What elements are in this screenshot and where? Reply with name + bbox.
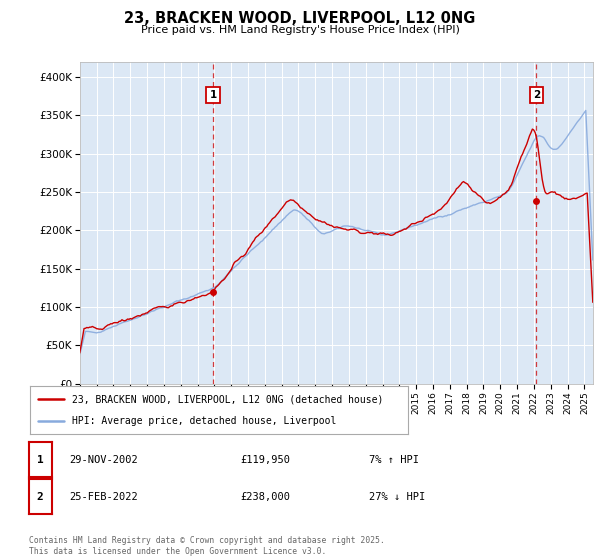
Text: 23, BRACKEN WOOD, LIVERPOOL, L12 0NG: 23, BRACKEN WOOD, LIVERPOOL, L12 0NG — [124, 11, 476, 26]
Text: Price paid vs. HM Land Registry's House Price Index (HPI): Price paid vs. HM Land Registry's House … — [140, 25, 460, 35]
Text: 2: 2 — [37, 492, 44, 502]
Text: 27% ↓ HPI: 27% ↓ HPI — [369, 492, 425, 502]
Text: HPI: Average price, detached house, Liverpool: HPI: Average price, detached house, Live… — [71, 416, 336, 426]
Text: £238,000: £238,000 — [240, 492, 290, 502]
Text: Contains HM Land Registry data © Crown copyright and database right 2025.
This d: Contains HM Land Registry data © Crown c… — [29, 536, 385, 556]
Text: 1: 1 — [209, 90, 217, 100]
Text: 29-NOV-2002: 29-NOV-2002 — [69, 455, 138, 465]
Text: 7% ↑ HPI: 7% ↑ HPI — [369, 455, 419, 465]
Text: 25-FEB-2022: 25-FEB-2022 — [69, 492, 138, 502]
Text: £119,950: £119,950 — [240, 455, 290, 465]
Text: 2: 2 — [533, 90, 540, 100]
Text: 23, BRACKEN WOOD, LIVERPOOL, L12 0NG (detached house): 23, BRACKEN WOOD, LIVERPOOL, L12 0NG (de… — [71, 394, 383, 404]
Text: 1: 1 — [37, 455, 44, 465]
